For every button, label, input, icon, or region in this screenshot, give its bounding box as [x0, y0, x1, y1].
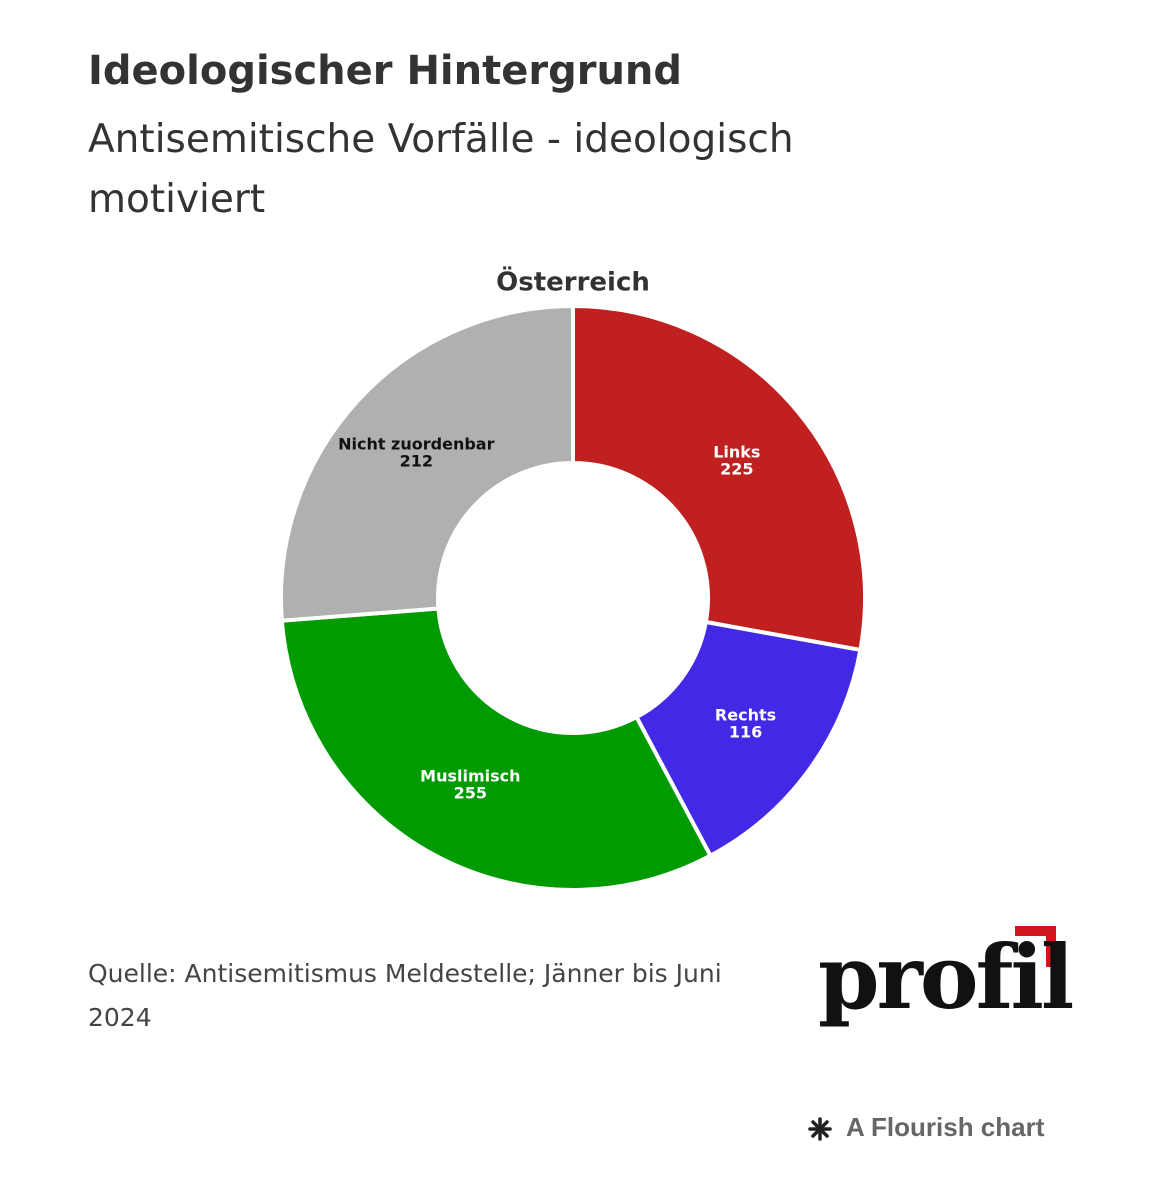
- logo: profil: [818, 925, 1074, 1029]
- slice-label: Muslimisch: [420, 767, 520, 786]
- title: Ideologischer Hintergrund: [88, 48, 683, 94]
- subtitle: Antisemitische Vorfälle - ideologisch mo…: [88, 117, 794, 222]
- slice-value: 116: [729, 722, 762, 741]
- slice-value: 225: [720, 460, 753, 479]
- slice-label: Rechts: [715, 705, 776, 724]
- chart-title: Österreich: [496, 265, 650, 298]
- donut-slice: [634, 620, 863, 858]
- donut-slice: [571, 304, 867, 652]
- donut-slice: [279, 606, 713, 892]
- flourish-icon: [808, 1117, 832, 1141]
- slice-label: Nicht zuordenbar: [338, 435, 495, 454]
- footer: A Flourish chart: [846, 1112, 1045, 1142]
- slice-value: 255: [454, 784, 487, 803]
- donut-slice: [279, 304, 575, 623]
- logo-corner: [1015, 926, 1056, 967]
- slice-value: 212: [400, 452, 433, 471]
- slice-label: Links: [713, 443, 760, 462]
- source: Quelle: Antisemitismus Meldestelle; Jänn…: [88, 959, 722, 1032]
